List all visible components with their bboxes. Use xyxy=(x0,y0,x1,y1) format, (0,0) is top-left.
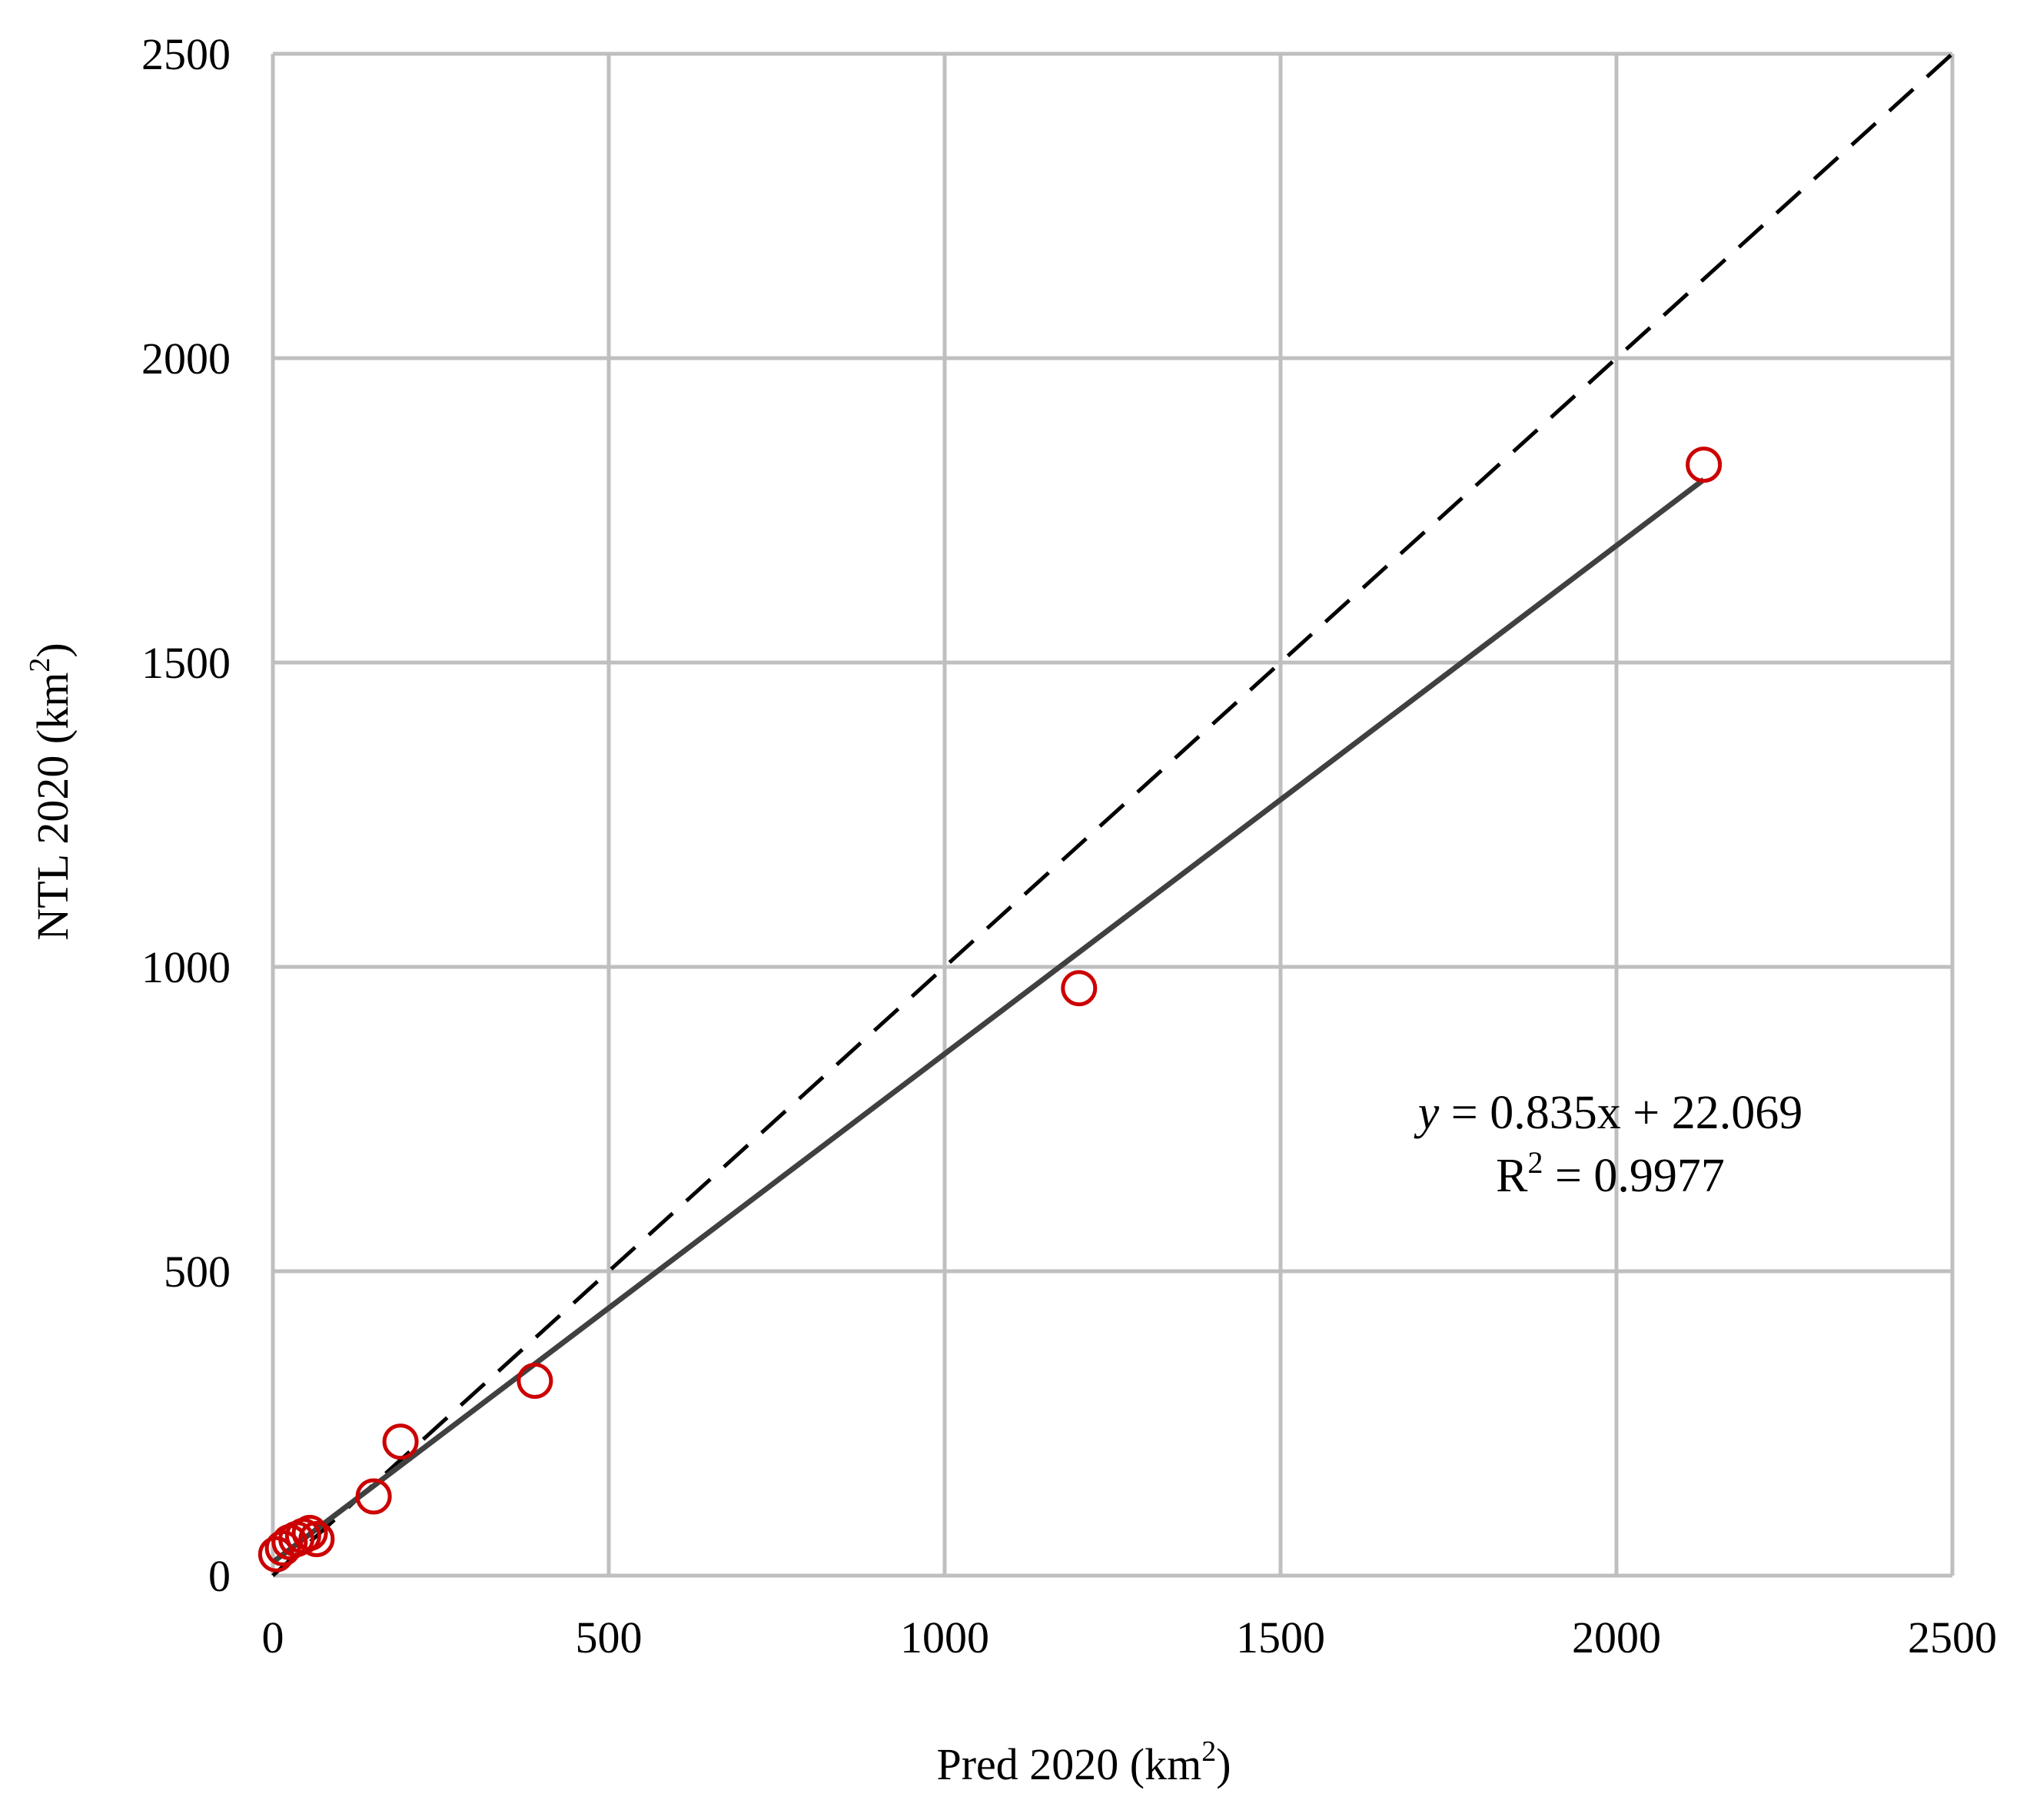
data-points xyxy=(257,447,1723,1573)
x-tick-label-0: 0 xyxy=(262,1612,284,1662)
data-point-5 xyxy=(291,1515,328,1552)
grid xyxy=(271,51,1955,1578)
trendline-group xyxy=(271,477,1706,1565)
y-tick-label-0: 0 xyxy=(208,1551,231,1601)
x-tick-label-3: 1500 xyxy=(1236,1612,1325,1662)
x-tick-label-2: 1000 xyxy=(900,1612,989,1662)
reference-line-group xyxy=(271,52,1954,1577)
trendline xyxy=(271,477,1706,1565)
data-point-9 xyxy=(517,1363,553,1400)
x-tick-labels: 0 500 1000 1500 2000 2500 xyxy=(262,1612,1998,1662)
y-tick-label-4: 2000 xyxy=(141,334,231,384)
y-axis-title: NTL 2020 (km2) xyxy=(24,643,78,940)
x-tick-label-5: 2500 xyxy=(1908,1612,1997,1662)
y-tick-labels: 0 500 1000 1500 2000 2500 xyxy=(141,29,231,1601)
y-tick-label-1: 500 xyxy=(164,1247,231,1297)
data-point-10 xyxy=(1061,970,1098,1007)
y-tick-label-2: 1000 xyxy=(141,942,231,992)
x-axis-title: Pred 2020 (km2) xyxy=(936,1735,1231,1789)
r-squared: R2 = 0.9977 xyxy=(1496,1145,1725,1202)
data-point-8 xyxy=(382,1423,419,1460)
data-point-11 xyxy=(1686,447,1723,483)
x-tick-label-4: 2000 xyxy=(1572,1612,1661,1662)
regression-equation: y = 0.835x + 22.069 xyxy=(1414,1087,1802,1139)
reference-line xyxy=(271,52,1954,1577)
x-tick-label-1: 500 xyxy=(576,1612,643,1662)
data-point-6 xyxy=(298,1520,335,1557)
data-point-7 xyxy=(355,1478,392,1515)
y-tick-label-3: 1500 xyxy=(141,638,231,688)
y-tick-label-5: 2500 xyxy=(141,29,231,79)
